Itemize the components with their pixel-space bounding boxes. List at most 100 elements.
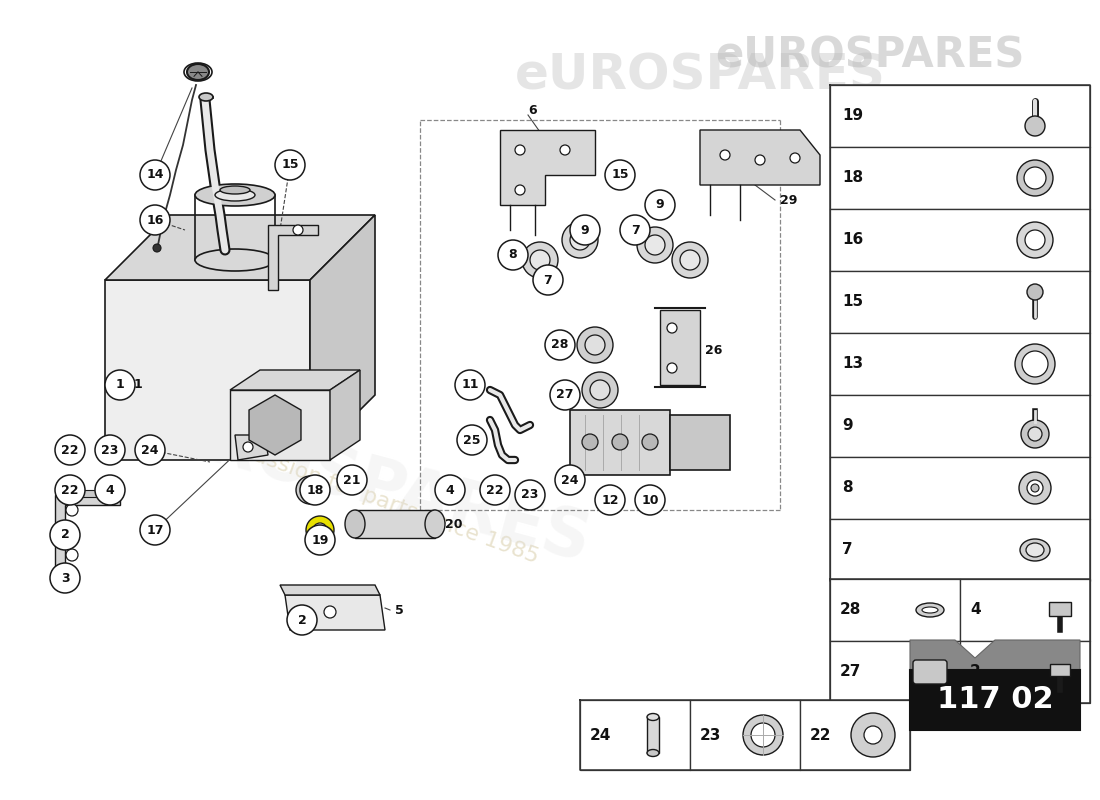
Ellipse shape (647, 714, 659, 721)
Circle shape (590, 380, 610, 400)
FancyBboxPatch shape (580, 700, 690, 770)
Circle shape (337, 465, 367, 495)
Circle shape (456, 425, 487, 455)
Ellipse shape (199, 93, 213, 101)
Circle shape (550, 380, 580, 410)
Polygon shape (500, 130, 595, 205)
FancyBboxPatch shape (913, 660, 947, 684)
Text: 23: 23 (521, 489, 539, 502)
Circle shape (1015, 344, 1055, 384)
Text: 16: 16 (842, 233, 864, 247)
Circle shape (306, 516, 334, 544)
Polygon shape (285, 595, 385, 630)
Circle shape (1027, 480, 1043, 496)
Circle shape (50, 563, 80, 593)
Circle shape (578, 327, 613, 363)
Text: 9: 9 (656, 198, 664, 211)
Circle shape (95, 435, 125, 465)
Circle shape (1022, 351, 1048, 377)
Circle shape (1018, 160, 1053, 196)
Text: 16: 16 (146, 214, 164, 226)
Circle shape (645, 235, 665, 255)
Circle shape (570, 230, 590, 250)
Text: 28: 28 (551, 338, 569, 351)
Ellipse shape (195, 184, 275, 206)
Circle shape (140, 205, 170, 235)
Circle shape (605, 160, 635, 190)
Text: 9: 9 (581, 223, 590, 237)
Circle shape (275, 150, 305, 180)
Circle shape (55, 435, 85, 465)
Circle shape (305, 525, 336, 555)
Circle shape (642, 434, 658, 450)
Text: 15: 15 (282, 158, 299, 171)
Circle shape (582, 434, 598, 450)
Text: 13: 13 (842, 357, 864, 371)
FancyBboxPatch shape (830, 85, 1090, 147)
Text: 19: 19 (842, 109, 864, 123)
Circle shape (1018, 222, 1053, 258)
Polygon shape (330, 370, 360, 460)
Ellipse shape (214, 189, 255, 201)
Ellipse shape (195, 249, 275, 271)
Circle shape (1021, 420, 1049, 448)
Circle shape (585, 335, 605, 355)
Text: 6: 6 (528, 103, 537, 117)
FancyBboxPatch shape (670, 415, 730, 470)
Circle shape (153, 244, 161, 252)
Text: 7: 7 (543, 274, 552, 286)
FancyBboxPatch shape (830, 519, 1090, 581)
Polygon shape (68, 490, 100, 497)
Circle shape (515, 480, 544, 510)
FancyBboxPatch shape (830, 641, 960, 703)
Circle shape (534, 265, 563, 295)
Text: 24: 24 (141, 443, 158, 457)
Circle shape (140, 515, 170, 545)
Circle shape (1027, 284, 1043, 300)
FancyBboxPatch shape (830, 147, 1090, 209)
Text: 117 02: 117 02 (937, 686, 1054, 714)
Circle shape (455, 370, 485, 400)
Text: 9: 9 (842, 418, 852, 434)
FancyBboxPatch shape (830, 395, 1090, 457)
Text: 27: 27 (840, 665, 861, 679)
FancyBboxPatch shape (960, 641, 1090, 703)
Text: eUROSPARES: eUROSPARES (515, 51, 886, 99)
Circle shape (645, 190, 675, 220)
Text: 4: 4 (970, 602, 980, 618)
Circle shape (498, 240, 528, 270)
Circle shape (672, 242, 708, 278)
Circle shape (635, 485, 666, 515)
Text: 1: 1 (116, 378, 124, 391)
Text: 4: 4 (106, 483, 114, 497)
Circle shape (302, 482, 318, 498)
Text: 21: 21 (343, 474, 361, 486)
Ellipse shape (425, 510, 446, 538)
Circle shape (1031, 484, 1040, 492)
Text: 1: 1 (134, 378, 143, 391)
Circle shape (755, 155, 764, 165)
Circle shape (720, 150, 730, 160)
FancyBboxPatch shape (355, 510, 434, 538)
FancyBboxPatch shape (830, 333, 1090, 395)
Text: 15: 15 (612, 169, 629, 182)
Ellipse shape (1026, 543, 1044, 557)
Text: 5: 5 (395, 603, 404, 617)
Circle shape (790, 153, 800, 163)
Text: 22: 22 (486, 483, 504, 497)
Circle shape (287, 605, 317, 635)
Circle shape (55, 475, 85, 505)
Circle shape (1024, 167, 1046, 189)
Circle shape (95, 475, 125, 505)
FancyBboxPatch shape (830, 579, 960, 641)
Polygon shape (230, 390, 330, 460)
Circle shape (620, 215, 650, 245)
Text: 12: 12 (602, 494, 618, 506)
Text: 23: 23 (700, 727, 722, 742)
Circle shape (1025, 116, 1045, 136)
Polygon shape (249, 395, 301, 455)
Text: eUROSPARES: eUROSPARES (102, 384, 597, 576)
Polygon shape (910, 640, 1080, 670)
Circle shape (515, 145, 525, 155)
Text: 20: 20 (446, 518, 462, 531)
